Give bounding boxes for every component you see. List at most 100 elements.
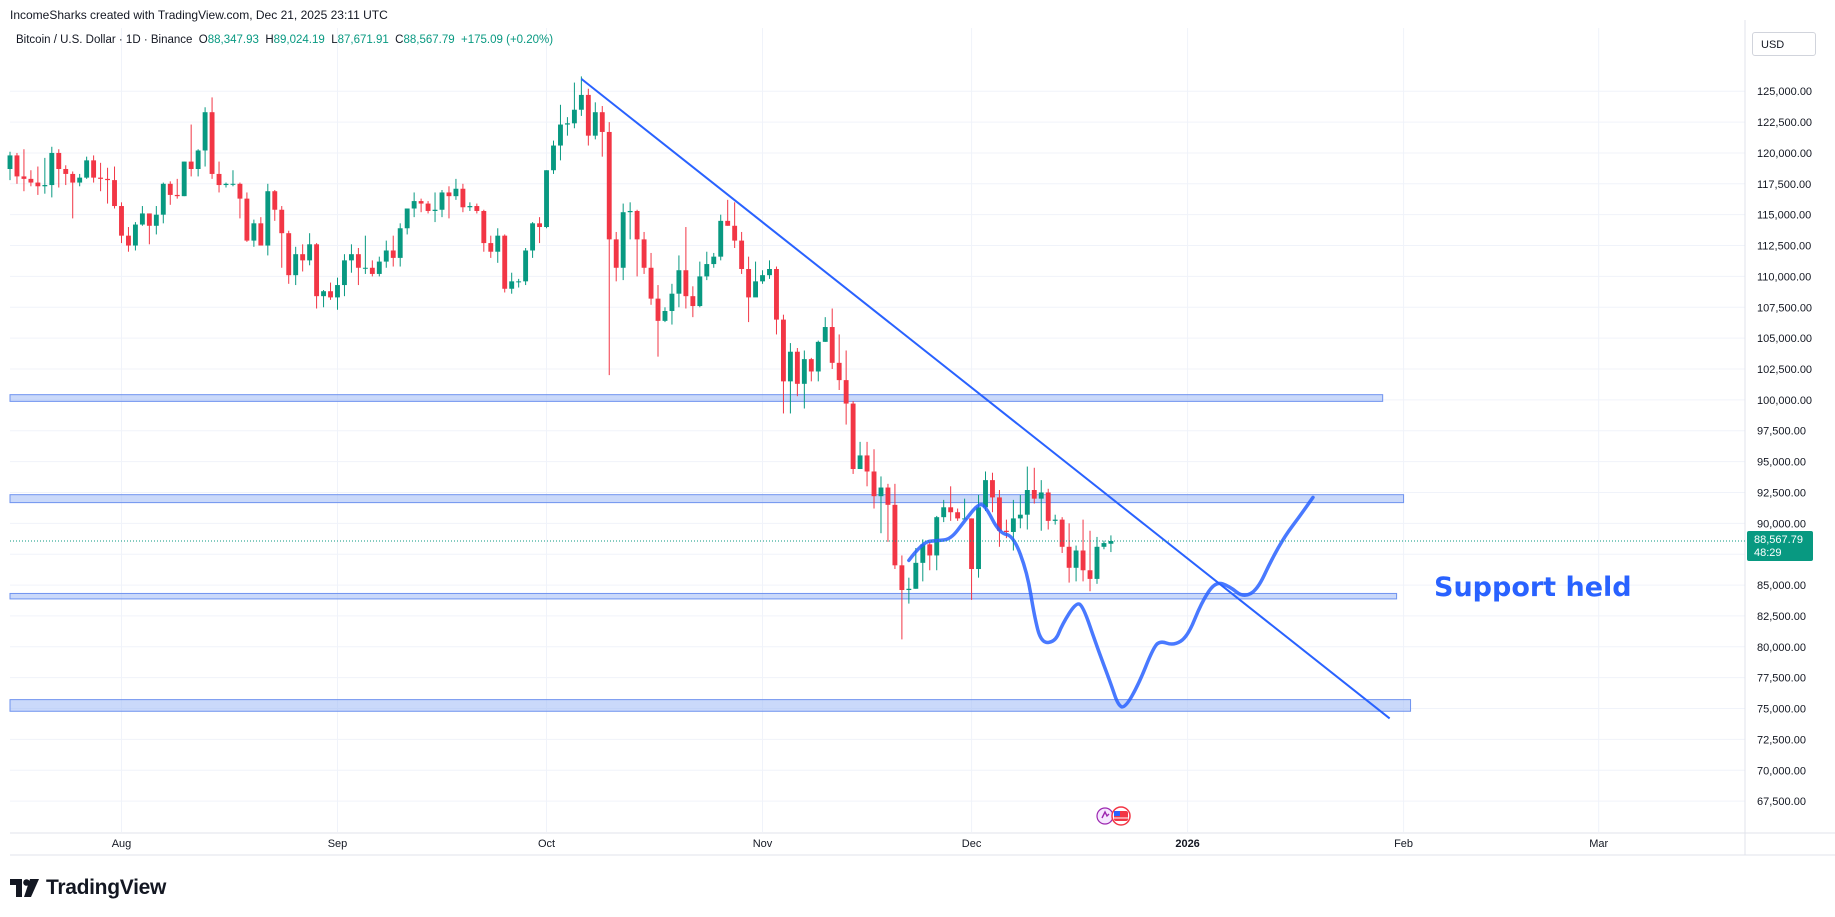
price-tick-label: 107,500.00	[1757, 302, 1812, 314]
candle-body	[1031, 490, 1037, 499]
candle-body	[1073, 550, 1079, 568]
candle-body	[251, 223, 257, 241]
high-label: H	[265, 34, 274, 46]
candle-body	[864, 455, 870, 472]
candle-body	[7, 155, 13, 169]
candle-body	[425, 203, 431, 211]
candle-body	[244, 198, 250, 241]
candle-body	[432, 209, 438, 211]
candle-body	[836, 362, 842, 381]
candle-body	[300, 254, 306, 261]
candle-body	[418, 201, 424, 204]
candle-body	[146, 213, 152, 226]
horizontal-zone	[9, 592, 1398, 600]
candle-body	[662, 310, 668, 321]
candle-body	[885, 487, 891, 505]
support-held-annotation[interactable]: Support held	[1434, 572, 1632, 603]
candle-body	[502, 235, 508, 289]
candle-body	[983, 480, 988, 508]
candle-body	[697, 276, 703, 307]
candle-body	[279, 209, 285, 234]
candle-body	[767, 269, 772, 276]
candle-body	[481, 210, 487, 244]
candle-body	[634, 210, 640, 240]
candle-body	[920, 544, 926, 563]
candle-body	[209, 112, 215, 174]
symbol-name[interactable]: Bitcoin / U.S. Dollar · 1D · Binance	[16, 34, 193, 46]
candle-body	[648, 267, 654, 299]
candle-body	[91, 160, 97, 178]
candle-body	[704, 264, 710, 277]
candle-body	[857, 455, 863, 470]
candle-body	[544, 170, 549, 228]
candle-body	[181, 161, 187, 197]
candle-body	[1017, 514, 1023, 519]
candle-body	[237, 183, 243, 199]
projected-price-path	[907, 495, 1315, 709]
candle-body	[808, 359, 814, 372]
candle-body	[139, 213, 145, 225]
candle-body	[516, 281, 522, 283]
price-tick-label: 92,500.00	[1757, 487, 1806, 499]
price-tick-label: 110,000.00	[1757, 271, 1811, 283]
candle-body	[335, 285, 340, 298]
close-label: C	[395, 34, 404, 46]
candle-body	[167, 183, 173, 195]
candle-body	[948, 507, 954, 513]
last-price-badge-bg	[1747, 531, 1813, 562]
axes: 125,000.00 122,500.00 120,000.00 117,500.00…	[10, 20, 1835, 856]
candle-body	[474, 206, 480, 211]
candle-body	[571, 109, 577, 124]
candle-body	[1087, 570, 1093, 579]
low-value: 87,671.91	[337, 34, 389, 46]
candle-body	[112, 180, 117, 207]
currency-selector[interactable]: USD	[1752, 32, 1816, 56]
candle-body	[56, 152, 62, 169]
price-tick-label: 77,500.00	[1757, 673, 1806, 685]
horizontal-zone	[9, 394, 1384, 402]
time-tick-label: Aug	[112, 838, 132, 850]
candle-body	[293, 254, 299, 276]
price-tick-label: 75,000.00	[1757, 704, 1806, 716]
candle-body	[35, 182, 41, 187]
economic-event-icon[interactable]	[1095, 806, 1133, 826]
time-tick-label: Sep	[328, 838, 348, 850]
candle-body	[822, 327, 828, 342]
candle-body	[63, 168, 69, 174]
candlestick-series	[7, 76, 1114, 640]
candle-body	[641, 239, 647, 268]
candle-body	[272, 191, 278, 210]
price-tick-label: 80,000.00	[1757, 642, 1806, 654]
candle-body	[530, 223, 536, 251]
candle-body	[801, 359, 807, 384]
candle-body	[1101, 543, 1107, 547]
candle-body	[1045, 492, 1051, 521]
last-price-value: 88,567.79	[1754, 534, 1803, 546]
candle-body	[160, 183, 166, 215]
candle-body	[669, 293, 675, 311]
change-value: +175.09 (+0.20%)	[461, 34, 554, 46]
candle-body	[990, 480, 995, 498]
time-tick-label: Feb	[1394, 838, 1413, 850]
candle-body	[627, 210, 633, 213]
candle-body	[42, 185, 48, 187]
candle-body	[119, 206, 124, 236]
candle-body	[314, 244, 320, 297]
candle-body	[690, 296, 696, 307]
candle-body	[1052, 519, 1058, 521]
candle-body	[620, 212, 626, 268]
price-tick-label: 67,500.00	[1757, 796, 1806, 808]
tradingview-brand[interactable]: TradingView	[10, 876, 166, 900]
candle-body	[725, 220, 731, 226]
time-tick-label: Mar	[1589, 838, 1608, 850]
support-resistance-zones[interactable]	[9, 394, 1412, 712]
price-tick-label: 90,000.00	[1757, 518, 1806, 530]
drawings-layer[interactable]	[580, 78, 1391, 720]
candle-body	[878, 487, 884, 497]
candle-body	[732, 225, 738, 241]
candle-body	[578, 94, 584, 110]
price-tick-label: 70,000.00	[1757, 765, 1806, 777]
candle-body	[342, 260, 347, 286]
